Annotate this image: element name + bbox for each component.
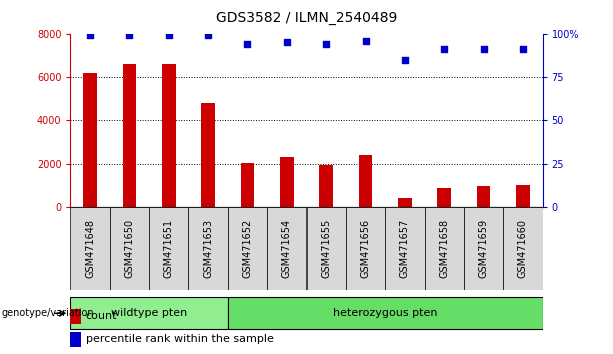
Bar — [424, 207, 464, 290]
Point — [518, 46, 528, 52]
Bar — [398, 198, 412, 207]
Bar — [306, 207, 346, 290]
Point — [243, 41, 253, 47]
Bar — [201, 103, 215, 207]
Point — [321, 41, 331, 47]
Bar — [267, 207, 306, 290]
Point — [440, 46, 449, 52]
Text: GSM471650: GSM471650 — [124, 219, 134, 278]
Text: GSM471652: GSM471652 — [243, 219, 253, 278]
Point — [204, 33, 213, 38]
Point — [479, 46, 489, 52]
Bar — [477, 187, 490, 207]
Bar — [516, 185, 530, 207]
Text: GSM471651: GSM471651 — [164, 219, 174, 278]
Text: count: count — [86, 312, 117, 321]
Bar — [189, 207, 228, 290]
Text: GSM471648: GSM471648 — [85, 219, 95, 278]
Bar — [70, 207, 110, 290]
Bar — [503, 207, 543, 290]
Bar — [385, 207, 424, 290]
Bar — [359, 155, 372, 207]
Bar — [70, 297, 228, 329]
Point — [124, 33, 134, 38]
Text: genotype/variation: genotype/variation — [1, 308, 94, 318]
Text: GSM471655: GSM471655 — [321, 219, 331, 278]
Bar — [70, 332, 81, 347]
Bar — [83, 73, 97, 207]
Point — [85, 33, 95, 38]
Text: GSM471658: GSM471658 — [439, 219, 449, 278]
Bar — [241, 162, 254, 207]
Text: GSM471660: GSM471660 — [518, 219, 528, 278]
Bar — [70, 309, 81, 324]
Text: GSM471653: GSM471653 — [203, 219, 213, 278]
Bar — [110, 207, 149, 290]
Point — [360, 38, 370, 44]
Bar — [280, 157, 294, 207]
Text: GSM471659: GSM471659 — [479, 219, 489, 278]
Point — [282, 40, 292, 45]
Text: heterozygous pten: heterozygous pten — [333, 308, 438, 318]
Text: wildtype pten: wildtype pten — [111, 308, 188, 318]
Text: percentile rank within the sample: percentile rank within the sample — [86, 335, 273, 344]
Text: GSM471656: GSM471656 — [360, 219, 370, 278]
Text: GSM471654: GSM471654 — [282, 219, 292, 278]
Bar — [319, 165, 333, 207]
Bar — [464, 207, 503, 290]
Point — [400, 57, 409, 62]
Bar — [346, 207, 385, 290]
Text: GDS3582 / ILMN_2540489: GDS3582 / ILMN_2540489 — [216, 11, 397, 25]
Bar — [149, 207, 189, 290]
Text: GSM471657: GSM471657 — [400, 219, 410, 278]
Bar — [228, 297, 543, 329]
Bar — [437, 188, 451, 207]
Bar — [162, 64, 176, 207]
Bar — [228, 207, 267, 290]
Bar — [123, 64, 136, 207]
Point — [164, 33, 173, 38]
